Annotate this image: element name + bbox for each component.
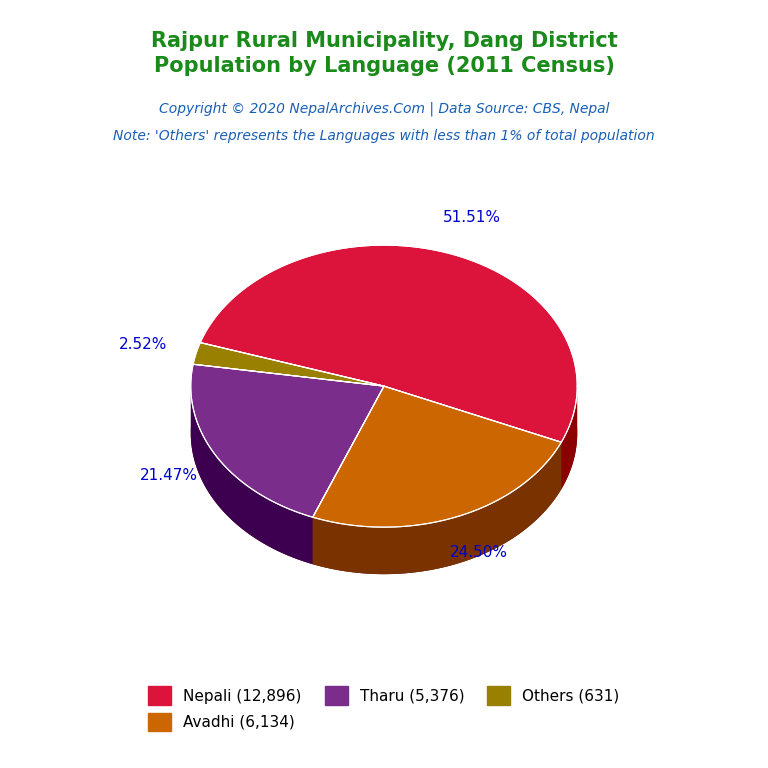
Text: Rajpur Rural Municipality, Dang District
Population by Language (2011 Census): Rajpur Rural Municipality, Dang District…	[151, 31, 617, 75]
Text: Copyright © 2020 NepalArchives.Com | Data Source: CBS, Nepal: Copyright © 2020 NepalArchives.Com | Dat…	[159, 101, 609, 116]
Polygon shape	[384, 386, 561, 489]
Polygon shape	[200, 245, 578, 442]
Text: 2.52%: 2.52%	[119, 336, 167, 352]
Text: 51.51%: 51.51%	[442, 210, 501, 225]
Text: 21.47%: 21.47%	[141, 468, 198, 483]
Polygon shape	[313, 386, 561, 527]
Polygon shape	[313, 442, 561, 574]
Polygon shape	[193, 343, 384, 386]
Polygon shape	[190, 364, 384, 517]
Polygon shape	[313, 386, 384, 564]
Polygon shape	[190, 386, 313, 564]
Text: Note: 'Others' represents the Languages with less than 1% of total population: Note: 'Others' represents the Languages …	[113, 129, 655, 143]
Polygon shape	[190, 292, 578, 574]
Legend: Nepali (12,896), Avadhi (6,134), Tharu (5,376), Others (631): Nepali (12,896), Avadhi (6,134), Tharu (…	[142, 680, 626, 737]
Text: 24.50%: 24.50%	[449, 545, 508, 561]
Polygon shape	[313, 386, 384, 564]
Polygon shape	[384, 386, 561, 489]
Polygon shape	[561, 386, 578, 489]
